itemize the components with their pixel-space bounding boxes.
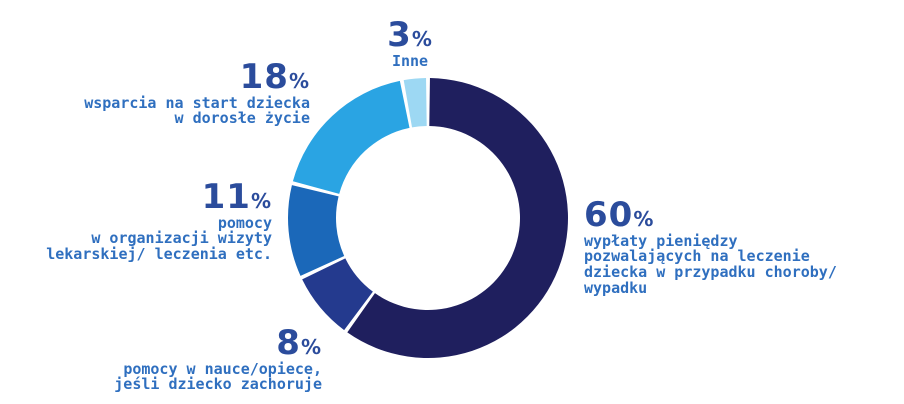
pct-wyplaty: 60%	[584, 195, 655, 235]
pct-wizyta-lekarska: 11%	[201, 177, 272, 217]
donut-slice-11	[287, 185, 345, 276]
desc-wizyta-3: lekarskiej/ leczenia etc.	[46, 245, 272, 264]
desc-wyplaty-3: dziecka w przypadku choroby/	[584, 263, 837, 282]
label-wyplaty: 60% wypłaty pieniędzy pozwalających na l…	[584, 195, 894, 297]
desc-wizyta-2: w organizacji wizyty	[91, 229, 272, 248]
donut-slice-18	[292, 80, 410, 194]
desc-wyplaty-4: wypadku	[584, 278, 648, 297]
desc-wizyta-1: pomocy	[217, 213, 272, 232]
donut-slice-8	[302, 258, 373, 331]
label-inne: 3% Inne	[380, 15, 440, 70]
pct-start-dziecka: 18%	[239, 57, 310, 97]
label-start-dziecka: 18% wsparcia na start dziecka w dorosłe …	[30, 57, 310, 128]
desc-start-dziecka-2: w dorosłe życie	[174, 109, 310, 128]
desc-nauka-2: jeśli dziecko zachoruje	[114, 375, 322, 394]
label-nauka-opieka: 8% pomocy w nauce/opiece, jeśli dziecko …	[40, 323, 322, 394]
desc-nauka-1: pomocy w nauce/opiece,	[123, 359, 322, 378]
donut-slice-60	[347, 78, 568, 359]
label-wizyta-lekarska: 11% pomocy w organizacji wizyty lekarski…	[10, 177, 272, 264]
pct-inne: 3%	[387, 15, 433, 55]
desc-inne: Inne	[391, 51, 429, 70]
desc-wyplaty-2: pozwalających na leczenie	[584, 247, 810, 266]
pct-nauka-opieka: 8%	[276, 323, 322, 363]
donut-slice-3	[403, 78, 427, 128]
desc-wyplaty-1: wypłaty pieniędzy	[584, 231, 738, 250]
desc-start-dziecka-1: wsparcia na start dziecka	[84, 93, 310, 112]
